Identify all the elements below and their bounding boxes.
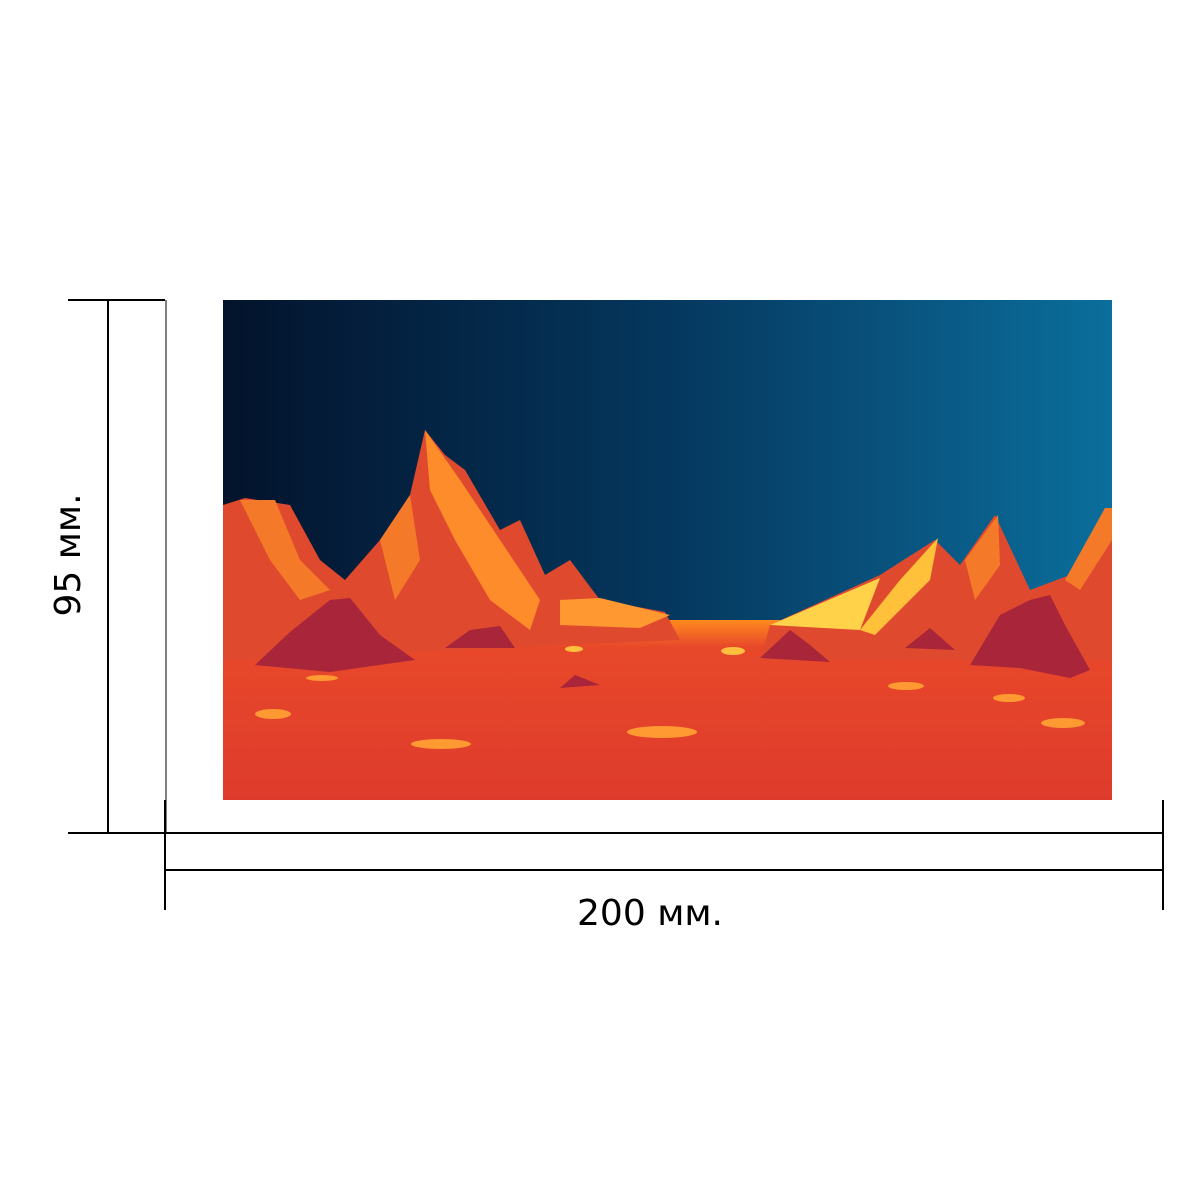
height-label: 95 мм. [48,493,89,616]
product-image [223,300,1112,800]
width-label: 200 мм. [577,893,723,934]
dimension-lines [68,299,1164,910]
